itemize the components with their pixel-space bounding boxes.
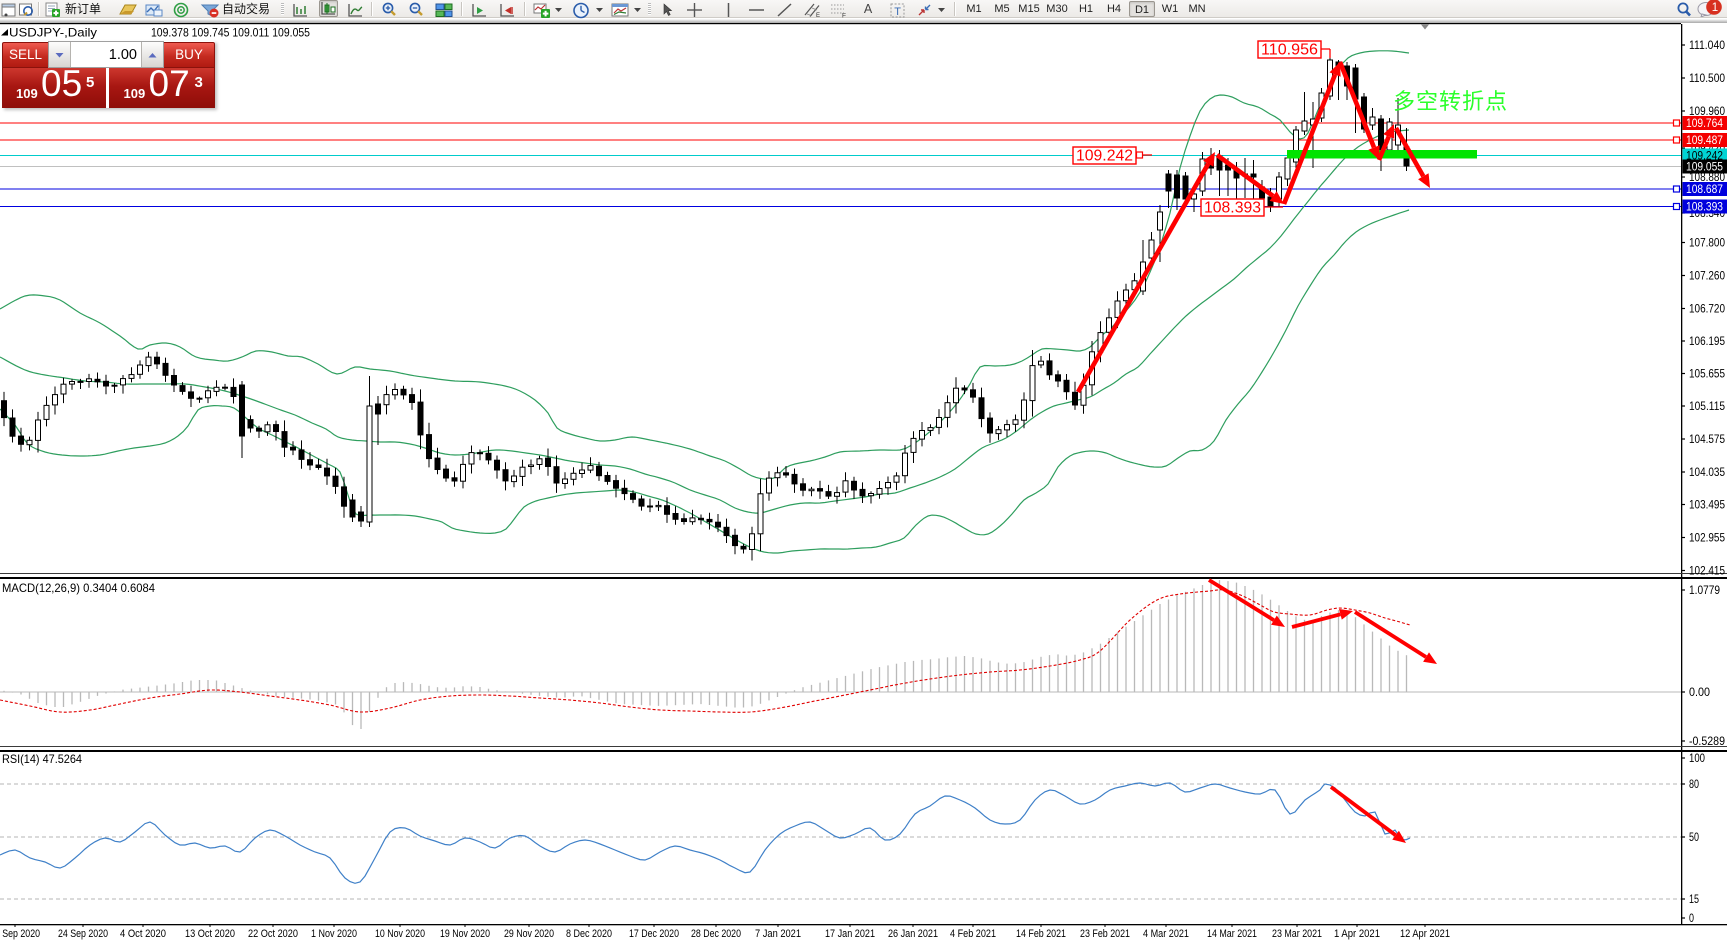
svg-text:107.800: 107.800 [1689, 238, 1725, 250]
svg-text:108.687: 108.687 [1686, 184, 1723, 196]
svg-text:28 Dec 2020: 28 Dec 2020 [691, 928, 741, 940]
svg-text:109.242: 109.242 [1076, 148, 1133, 165]
svg-text:109.764: 109.764 [1686, 118, 1724, 130]
svg-text:15: 15 [1689, 894, 1699, 906]
svg-text:106.195: 106.195 [1689, 336, 1725, 348]
svg-text:26 Jan 2021: 26 Jan 2021 [888, 928, 938, 940]
svg-text:111.040: 111.040 [1689, 40, 1725, 52]
svg-text:8 Dec 2020: 8 Dec 2020 [566, 928, 612, 940]
svg-text:109.378 109.745 109.011 109.05: 109.378 109.745 109.011 109.055 [151, 26, 310, 40]
svg-text:F: F [842, 13, 846, 19]
svg-text:1 Apr 2021: 1 Apr 2021 [1334, 928, 1380, 940]
svg-text:107.260: 107.260 [1689, 271, 1725, 283]
svg-text:80: 80 [1689, 779, 1699, 791]
svg-text:17 Jan 2021: 17 Jan 2021 [825, 928, 875, 940]
svg-text:E: E [816, 13, 820, 18]
svg-text:103.495: 103.495 [1689, 500, 1725, 512]
svg-text:1: 1 [1712, 2, 1718, 14]
svg-text:106.720: 106.720 [1689, 304, 1725, 316]
svg-text:109.487: 109.487 [1686, 135, 1723, 147]
svg-text:1 Nov 2020: 1 Nov 2020 [311, 928, 357, 940]
svg-text:105.115: 105.115 [1689, 401, 1725, 413]
svg-text:108.880: 108.880 [1689, 172, 1725, 184]
svg-text:4 Mar 2021: 4 Mar 2021 [1143, 928, 1189, 940]
svg-text:0: 0 [1689, 913, 1694, 925]
svg-text:108.393: 108.393 [1686, 202, 1723, 214]
svg-text:14 Mar 2021: 14 Mar 2021 [1207, 928, 1257, 940]
svg-text:T: T [894, 6, 901, 18]
svg-text:24 Sep 2020: 24 Sep 2020 [58, 928, 108, 940]
svg-text:29 Nov 2020: 29 Nov 2020 [504, 928, 554, 940]
svg-text:50: 50 [1689, 832, 1699, 844]
svg-text:23 Mar 2021: 23 Mar 2021 [1272, 928, 1322, 940]
svg-text:-0.5289: -0.5289 [1689, 736, 1725, 748]
svg-text:109.960: 109.960 [1689, 106, 1725, 118]
svg-text:14 Feb 2021: 14 Feb 2021 [1016, 928, 1066, 940]
svg-text:7 Jan 2021: 7 Jan 2021 [755, 928, 801, 940]
svg-text:MACD(12,26,9) 0.3404 0.6084: MACD(12,26,9) 0.3404 0.6084 [2, 581, 155, 595]
svg-text:17 Dec 2020: 17 Dec 2020 [629, 928, 679, 940]
svg-text:19 Nov 2020: 19 Nov 2020 [440, 928, 490, 940]
svg-text:110.500: 110.500 [1689, 73, 1725, 85]
svg-text:15 Sep 2020: 15 Sep 2020 [0, 928, 40, 940]
svg-text:108.393: 108.393 [1204, 200, 1261, 217]
svg-text:23 Feb 2021: 23 Feb 2021 [1080, 928, 1130, 940]
svg-text:多空转折点: 多空转折点 [1393, 89, 1508, 114]
svg-text:102.415: 102.415 [1689, 566, 1725, 578]
svg-text:104.575: 104.575 [1689, 434, 1725, 446]
svg-text:100: 100 [1689, 753, 1705, 765]
svg-text:4 Feb 2021: 4 Feb 2021 [950, 928, 996, 940]
svg-text:13 Oct 2020: 13 Oct 2020 [185, 928, 235, 940]
svg-text:110.956: 110.956 [1261, 42, 1318, 59]
svg-text:104.035: 104.035 [1689, 467, 1725, 479]
svg-text:12 Apr 2021: 12 Apr 2021 [1400, 928, 1450, 940]
svg-text:10 Nov 2020: 10 Nov 2020 [375, 928, 425, 940]
svg-text:4 Oct 2020: 4 Oct 2020 [120, 928, 166, 940]
svg-text:22 Oct 2020: 22 Oct 2020 [248, 928, 298, 940]
svg-text:RSI(14) 47.5264: RSI(14) 47.5264 [2, 752, 82, 766]
svg-text:USDJPY-,Daily: USDJPY-,Daily [9, 26, 97, 40]
svg-text:0.00: 0.00 [1689, 687, 1710, 699]
svg-text:105.655: 105.655 [1689, 369, 1725, 381]
svg-text:1.0779: 1.0779 [1689, 585, 1720, 597]
svg-text:102.955: 102.955 [1689, 533, 1725, 545]
svg-text:109.055: 109.055 [1686, 162, 1723, 174]
